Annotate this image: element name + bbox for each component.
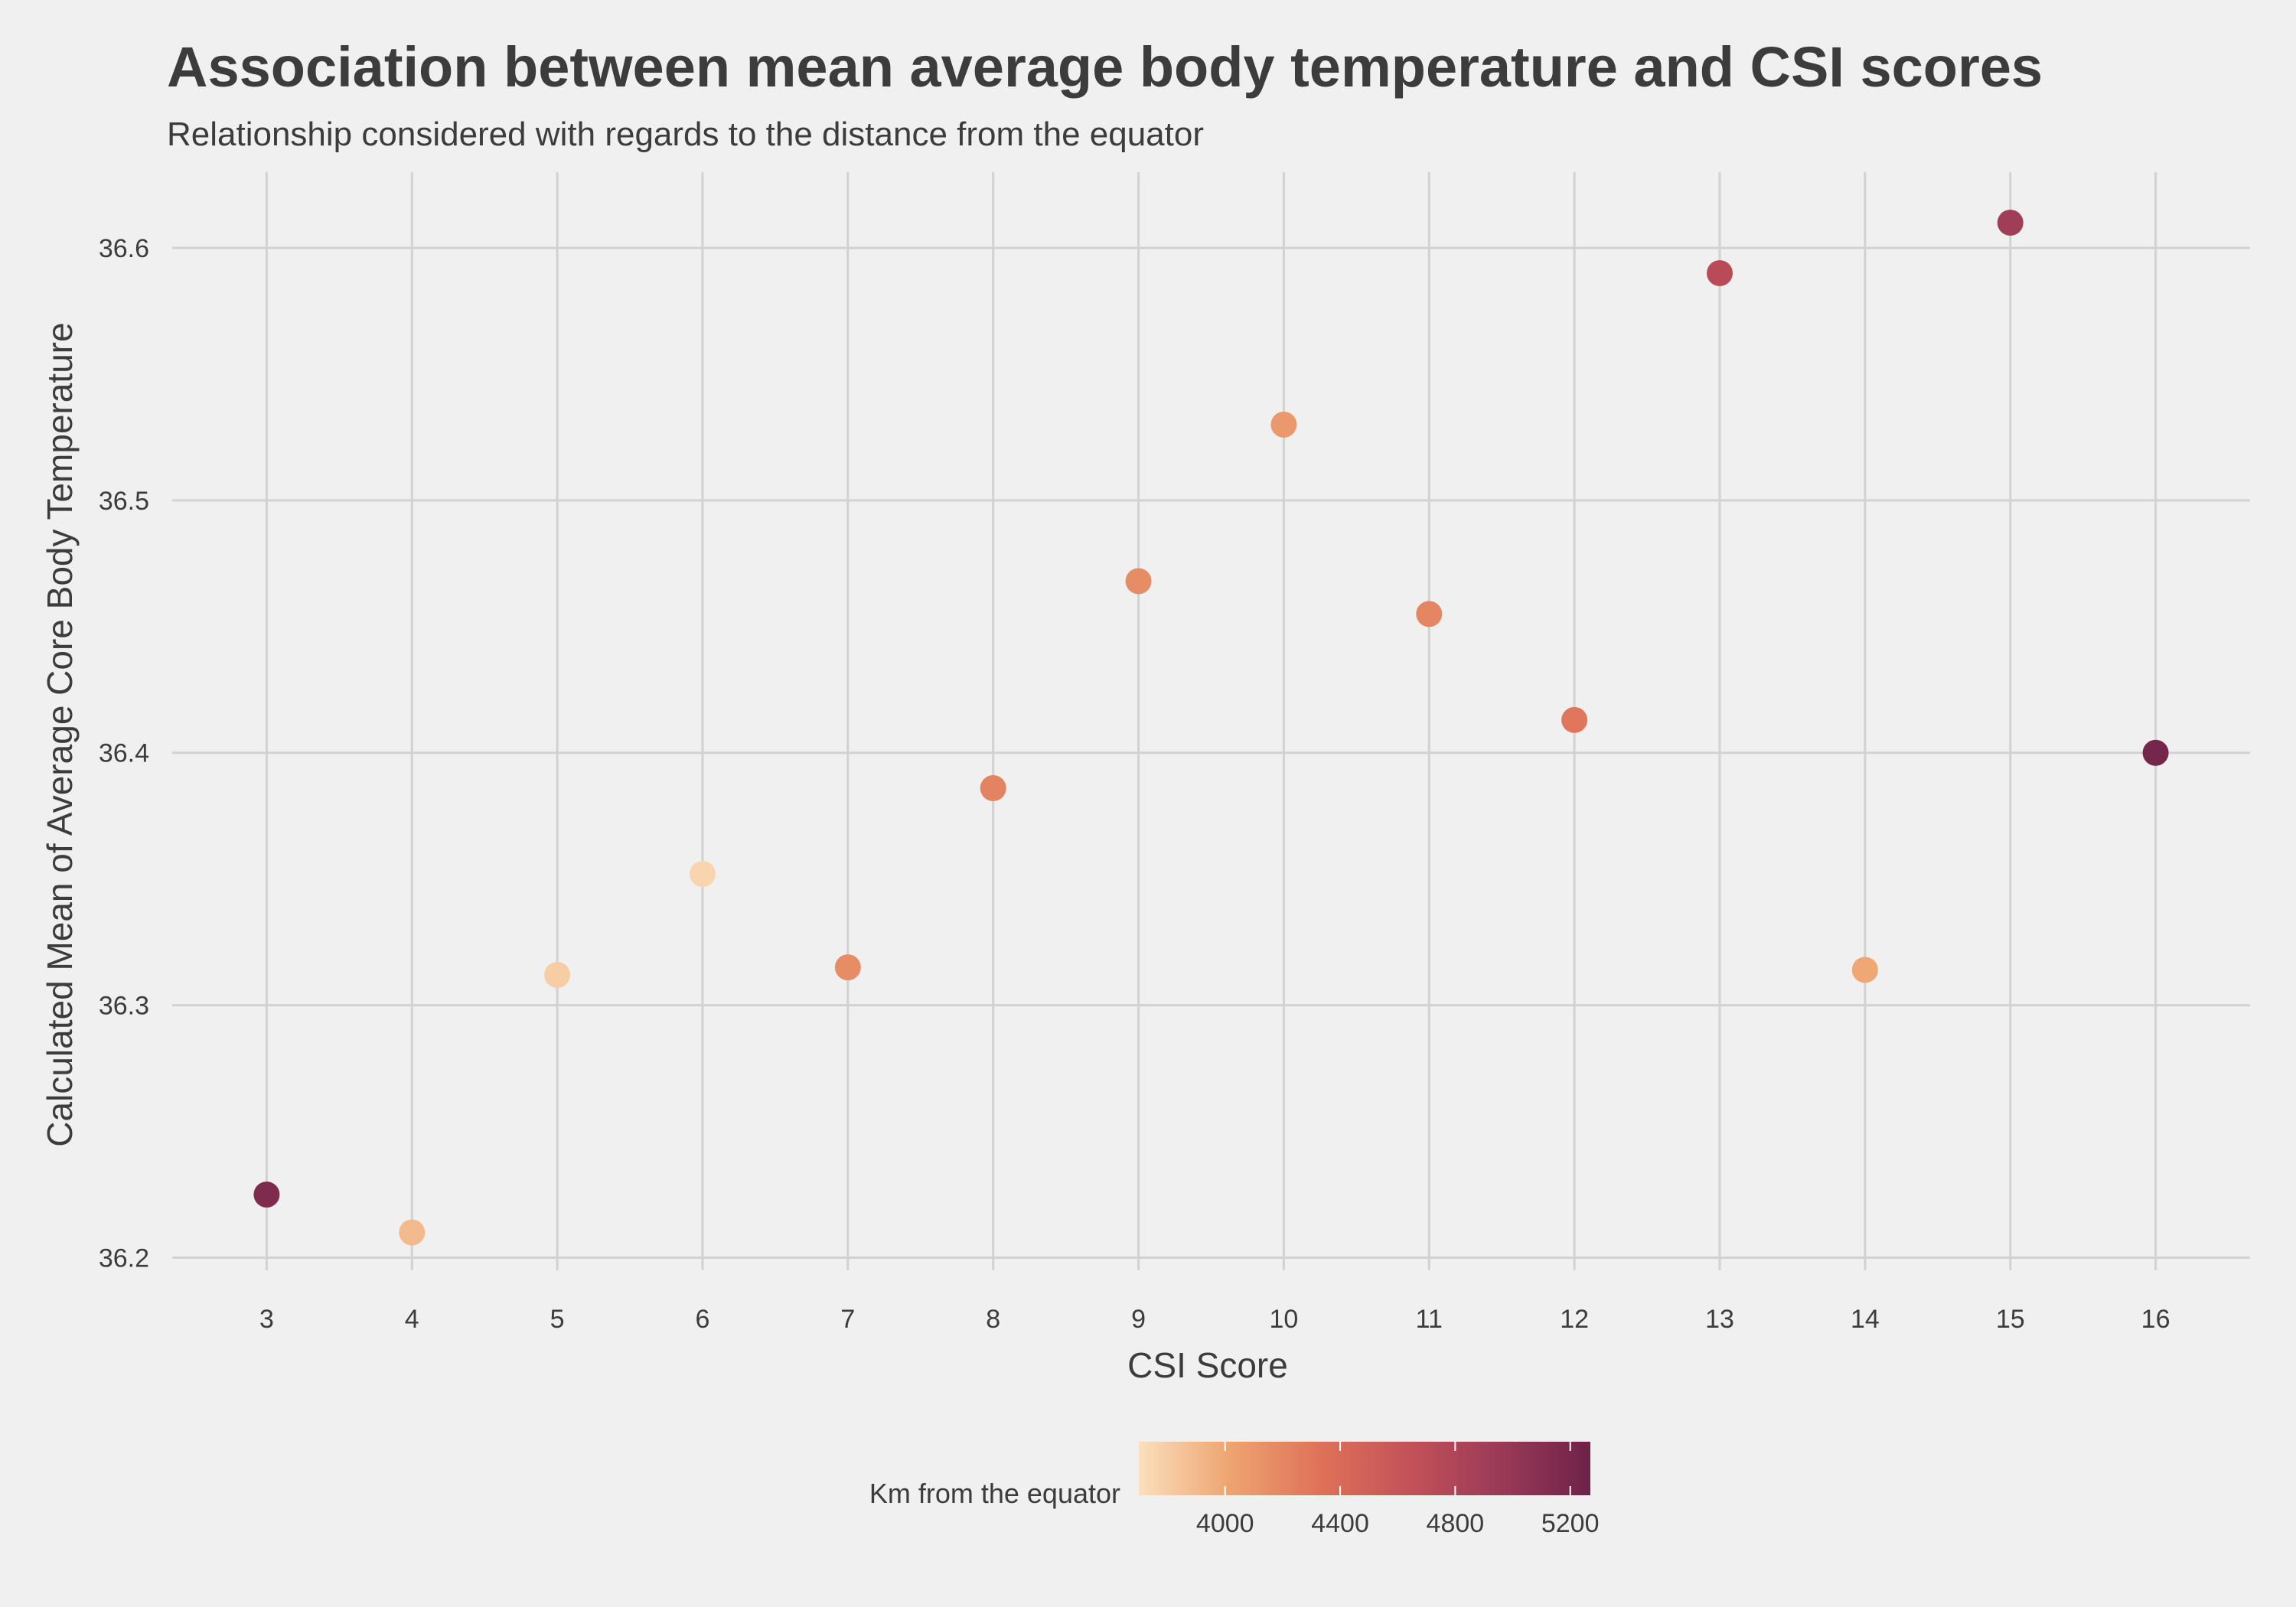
data-point (544, 962, 571, 989)
legend-tick-label: 4800 (1427, 1509, 1485, 1538)
chart-title: Association between mean average body te… (167, 35, 2043, 99)
data-point (2142, 739, 2169, 766)
legend-colorbar (1139, 1442, 1590, 1495)
legend-tick-label: 4000 (1196, 1509, 1254, 1538)
x-tick-label: 13 (1705, 1305, 1734, 1334)
y-tick-label: 36.6 (99, 234, 149, 263)
x-tick-label: 10 (1270, 1305, 1299, 1334)
x-tick-label: 15 (1996, 1305, 2025, 1334)
x-tick-label: 5 (550, 1305, 565, 1334)
data-point (1707, 259, 1733, 286)
legend-ticks: 4000 4400 4800 5200 (1196, 1442, 1600, 1538)
y-tick-label: 36.4 (99, 739, 149, 768)
y-tick-label: 36.3 (99, 992, 149, 1021)
data-point (253, 1182, 280, 1208)
data-point (1561, 706, 1588, 733)
y-tick-label: 36.2 (99, 1244, 149, 1273)
legend-tick-label: 5200 (1541, 1509, 1600, 1538)
data-point (1416, 601, 1443, 627)
x-tick-label: 12 (1560, 1305, 1589, 1334)
x-tick-label: 11 (1416, 1305, 1443, 1334)
x-tick-label: 6 (696, 1305, 710, 1334)
x-tick-label: 16 (2141, 1305, 2170, 1334)
y-tick-label: 36.5 (99, 487, 149, 516)
y-axis-title: Calculated Mean of Average Core Body Tem… (40, 322, 80, 1146)
data-point (689, 861, 716, 888)
data-point (1270, 411, 1297, 438)
legend-tick-label: 4400 (1311, 1509, 1369, 1538)
chart-subtitle: Relationship considered with regards to … (167, 116, 1204, 153)
data-point (980, 774, 1006, 801)
y-axis-ticks: 36.2 36.3 36.4 36.5 36.6 (99, 234, 149, 1273)
grid (172, 172, 2250, 1270)
x-tick-label: 8 (986, 1305, 1000, 1334)
data-point (1851, 957, 1878, 983)
data-points (253, 209, 2169, 1246)
x-tick-label: 9 (1131, 1305, 1146, 1334)
x-tick-label: 4 (405, 1305, 419, 1334)
legend-title: Km from the equator (869, 1478, 1120, 1509)
data-point (399, 1219, 426, 1246)
color-legend: Km from the equator 4000 4400 4800 5200 (869, 1442, 1600, 1538)
x-axis-title: CSI Score (1127, 1345, 1288, 1385)
x-tick-label: 7 (840, 1305, 855, 1334)
x-axis-ticks: 3 4 5 6 7 8 9 10 11 12 13 14 15 16 (259, 1305, 2170, 1334)
x-tick-label: 14 (1851, 1305, 1880, 1334)
data-point (1125, 568, 1152, 595)
data-point (1997, 209, 2024, 236)
x-tick-label: 3 (259, 1305, 274, 1334)
data-point (834, 954, 861, 981)
